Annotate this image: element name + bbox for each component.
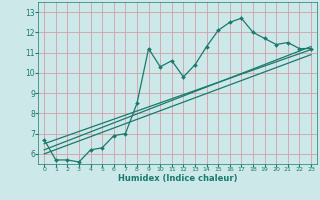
X-axis label: Humidex (Indice chaleur): Humidex (Indice chaleur): [118, 174, 237, 183]
